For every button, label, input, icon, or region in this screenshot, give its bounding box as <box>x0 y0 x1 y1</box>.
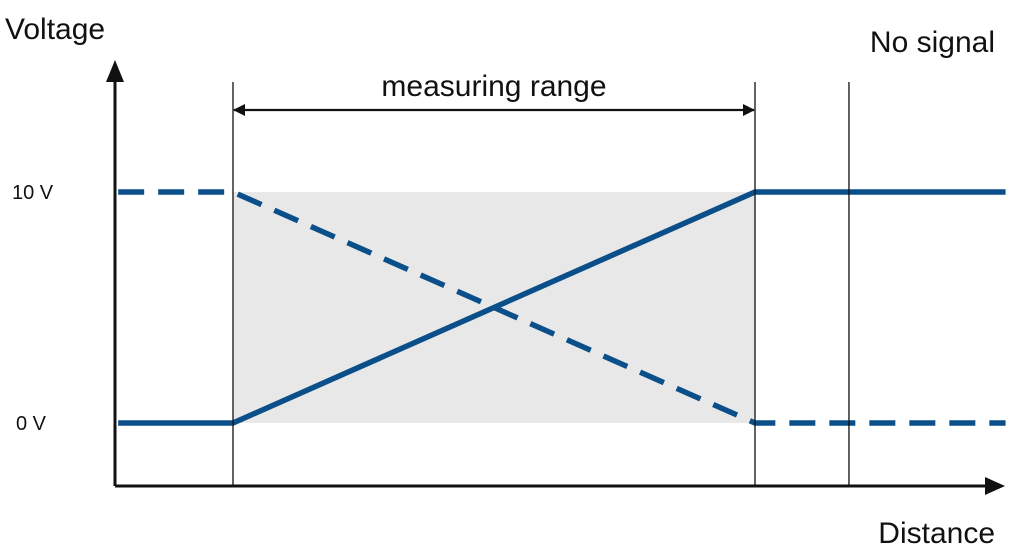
x-axis-arrow <box>985 477 1005 495</box>
y-axis-title: Voltage <box>5 13 105 46</box>
x-axis-title: Distance <box>878 517 995 547</box>
y-tick-label: 10 V <box>12 182 54 204</box>
y-axis-arrow <box>106 60 124 82</box>
dashed-series-line <box>118 189 1006 426</box>
measuring-range-label: measuring range <box>381 70 606 103</box>
series-group <box>118 189 1006 426</box>
y-tick-label: 0 V <box>16 413 47 435</box>
no-signal-label: No signal <box>870 26 995 59</box>
